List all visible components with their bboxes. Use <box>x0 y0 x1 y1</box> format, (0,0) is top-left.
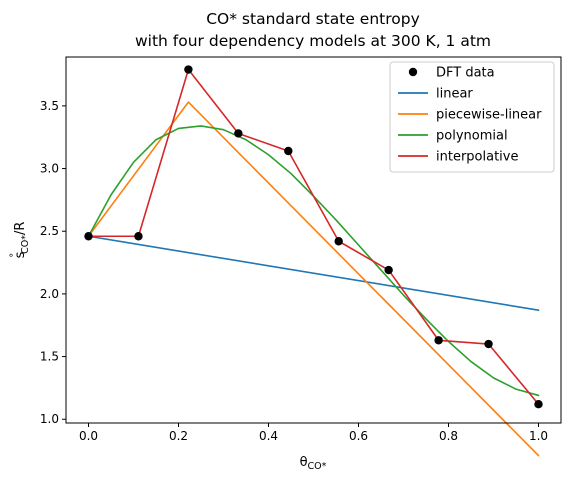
x-tick-label: 0.2 <box>169 429 188 443</box>
dft-data-point <box>484 339 493 349</box>
plot-layer <box>84 65 543 457</box>
dft-data-point <box>134 232 143 241</box>
chart-title-line2: with four dependency models at 300 K, 1 … <box>135 32 491 50</box>
series-line-linear <box>87 235 540 311</box>
dft-data-point <box>434 336 443 345</box>
x-tick-label: 0.8 <box>439 429 458 443</box>
y-tick-label: 2.0 <box>40 287 59 301</box>
dft-data-point <box>184 65 193 74</box>
y-axis-label-subscript: CO* <box>20 235 31 254</box>
x-tick-label: 0.4 <box>259 429 278 443</box>
x-axis-label: θCO* <box>300 455 327 472</box>
legend-label-polynomial: polynomial <box>436 129 508 144</box>
x-axis-label-subscript: CO* <box>308 461 327 472</box>
plot-frame <box>65 56 562 424</box>
y-axis-label-degree: ° <box>9 253 20 258</box>
dft-data-point <box>284 146 293 156</box>
y-axis-label-tail: /R <box>13 222 28 235</box>
legend-items: DFT data linear piecewise-linear polynomial… <box>398 66 542 165</box>
y-axis-label: s°CO*/R <box>9 222 31 259</box>
legend-label-linear: linear <box>436 87 473 102</box>
dft-data-point <box>384 265 393 275</box>
y-tick-label: 1.5 <box>40 350 59 364</box>
series-line-interpolative <box>87 68 540 406</box>
x-tick-label: 0.0 <box>79 429 98 443</box>
y-axis-label-main: s <box>13 251 28 258</box>
y-tick-label: 2.5 <box>40 224 59 238</box>
x-tick-label: 1.0 <box>529 429 548 443</box>
series-line-piecewise-linear <box>87 101 540 457</box>
legend-box <box>389 61 555 173</box>
legend-marker-dft-data <box>408 67 418 77</box>
y-axis: 1.0 1.5 2.0 2.5 3.0 3.5 <box>40 99 66 426</box>
dft-data-point <box>534 400 543 409</box>
x-axis: 0.0 0.2 0.4 0.6 0.8 1.0 <box>79 423 548 443</box>
legend-label-piecewise-linear: piecewise-linear <box>436 108 542 123</box>
legend: DFT data linear piecewise-linear polynomial… <box>389 61 555 173</box>
y-tick-label: 1.0 <box>40 412 59 426</box>
x-axis-label-main: θ <box>300 455 308 470</box>
chart-title-line1: CO* standard state entropy <box>206 10 420 28</box>
x-tick-label: 0.6 <box>349 429 368 443</box>
dft-data-point <box>234 129 243 138</box>
dft-data-point <box>334 237 343 246</box>
legend-label-interpolative: interpolative <box>436 150 518 165</box>
y-tick-label: 3.5 <box>40 99 59 113</box>
y-tick-label: 3.0 <box>40 162 59 176</box>
dft-data-point <box>84 232 93 241</box>
legend-label-dft-data: DFT data <box>436 66 495 81</box>
